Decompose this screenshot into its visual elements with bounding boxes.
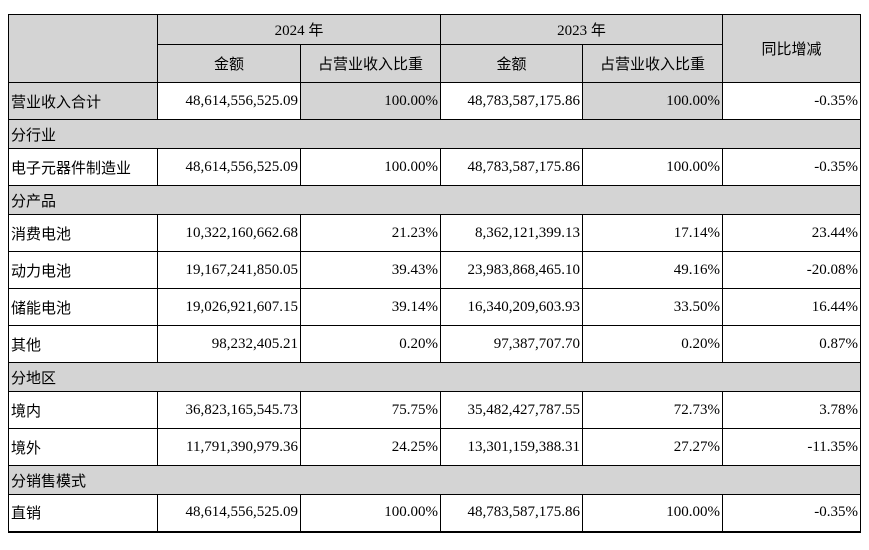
yoy-change-cell: -20.08%	[722, 251, 862, 289]
section-row: 分地区	[7, 362, 862, 392]
section-row: 分销售模式	[7, 465, 862, 495]
amount-2023-cell: 13,301,159,388.31	[440, 428, 584, 466]
share-2024-cell: 39.43%	[299, 251, 442, 289]
section-label: 分行业	[7, 119, 862, 149]
share-2024-cell: 39.14%	[299, 288, 442, 326]
revenue-share-header-2023: 占营业收入比重	[582, 44, 724, 83]
amount-2024-cell: 19,026,921,607.15	[157, 288, 301, 326]
share-2023-cell: 72.73%	[582, 391, 724, 429]
amount-2023-cell: 97,387,707.70	[440, 325, 584, 363]
share-2024-cell: 24.25%	[299, 428, 442, 466]
share-2024-cell: 0.20%	[299, 325, 442, 363]
table-row: 境外 11,791,390,979.36 24.25% 13,301,159,388.…	[8, 428, 862, 466]
section-label: 分地区	[7, 362, 862, 392]
table-row: 储能电池 19,026,921,607.15 39.14% 16,340,209,60…	[8, 288, 862, 326]
share-2023-cell: 33.50%	[582, 288, 724, 326]
yoy-change-cell: 23.44%	[722, 214, 862, 252]
amount-2024-cell: 19,167,241,850.05	[157, 251, 301, 289]
share-2023-cell: 100.00%	[582, 494, 724, 532]
amount-2024-cell: 48,614,556,525.09	[157, 82, 301, 120]
amount-2023-cell: 48,783,587,175.86	[440, 82, 584, 120]
yoy-change-cell: 3.78%	[722, 391, 862, 429]
amount-2024-cell: 36,823,165,545.73	[157, 391, 301, 429]
yoy-change-cell: -0.35%	[722, 494, 862, 532]
table-row: 消费电池 10,322,160,662.68 21.23% 8,362,121,399…	[8, 214, 862, 252]
amount-header-2023: 金额	[440, 44, 584, 83]
amount-2024-cell: 48,614,556,525.09	[157, 148, 301, 186]
yoy-change-cell: 16.44%	[722, 288, 862, 326]
row-label-cell: 营业收入合计	[8, 82, 158, 120]
share-2024-cell: 100.00%	[299, 494, 442, 532]
row-label-cell: 境外	[8, 428, 158, 466]
amount-2023-cell: 8,362,121,399.13	[440, 214, 584, 252]
section-row: 分产品	[7, 185, 862, 215]
share-2023-cell: 49.16%	[582, 251, 724, 289]
year-2023-header: 2023 年	[440, 14, 724, 45]
row-label-cell: 动力电池	[8, 251, 158, 289]
section-row: 分行业	[7, 119, 862, 149]
row-label-cell: 其他	[8, 325, 158, 363]
amount-2024-cell: 11,791,390,979.36	[157, 428, 301, 466]
share-2023-cell: 17.14%	[582, 214, 724, 252]
share-2023-cell: 100.00%	[582, 82, 724, 120]
share-2024-cell: 75.75%	[299, 391, 442, 429]
table-body: 营业收入合计 48,614,556,525.09 100.00% 48,783,587…	[7, 82, 862, 532]
corner-cell	[8, 14, 158, 83]
row-label-cell: 电子元器件制造业	[8, 148, 158, 186]
table-row: 其他 98,232,405.21 0.20% 97,387,707.70 0.20% 0.…	[8, 325, 862, 363]
table-row: 电子元器件制造业 48,614,556,525.09 100.00% 48,783,5…	[8, 148, 862, 186]
table-row: 直销 48,614,556,525.09 100.00% 48,783,587,175…	[8, 494, 862, 532]
yoy-change-cell: -11.35%	[722, 428, 862, 466]
amount-2023-cell: 48,783,587,175.86	[440, 494, 584, 532]
section-label: 分销售模式	[7, 465, 862, 495]
row-label-cell: 直销	[8, 494, 158, 532]
amount-2023-cell: 35,482,427,787.55	[440, 391, 584, 429]
year-2024-header: 2024 年	[156, 14, 442, 45]
table-row: 动力电池 19,167,241,850.05 39.43% 23,983,868,46…	[8, 251, 862, 289]
yoy-change-cell: 0.87%	[722, 325, 862, 363]
share-2023-cell: 27.27%	[582, 428, 724, 466]
share-2024-cell: 100.00%	[299, 82, 442, 120]
amount-2023-cell: 48,783,587,175.86	[440, 148, 584, 186]
amount-2023-cell: 16,340,209,603.93	[440, 288, 584, 326]
yoy-change-cell: -0.35%	[722, 82, 862, 120]
amount-2023-cell: 23,983,868,465.10	[440, 251, 584, 289]
table-row: 营业收入合计 48,614,556,525.09 100.00% 48,783,587…	[8, 82, 862, 120]
table-row: 境内 36,823,165,545.73 75.75% 35,482,427,787.…	[8, 391, 862, 429]
row-label-cell: 储能电池	[8, 288, 158, 326]
revenue-share-header-2024: 占营业收入比重	[299, 44, 442, 83]
share-2024-cell: 100.00%	[299, 148, 442, 186]
amount-2024-cell: 48,614,556,525.09	[157, 494, 301, 532]
share-2023-cell: 100.00%	[582, 148, 724, 186]
amount-header-2024: 金额	[157, 44, 301, 83]
section-label: 分产品	[7, 185, 862, 215]
table-header: 2024 年 2023 年 同比增减 金额 占营业收入比重 金额 占营业收入比重	[8, 14, 862, 83]
revenue-breakdown-table: 2024 年 2023 年 同比增减 金额 占营业收入比重 金额 占营业收入比重…	[7, 14, 862, 533]
share-2024-cell: 21.23%	[299, 214, 442, 252]
yoy-change-header: 同比增减	[722, 14, 862, 83]
share-2023-cell: 0.20%	[582, 325, 724, 363]
row-label-cell: 消费电池	[8, 214, 158, 252]
amount-2024-cell: 98,232,405.21	[157, 325, 301, 363]
row-label-cell: 境内	[8, 391, 158, 429]
amount-2024-cell: 10,322,160,662.68	[157, 214, 301, 252]
yoy-change-cell: -0.35%	[722, 148, 862, 186]
